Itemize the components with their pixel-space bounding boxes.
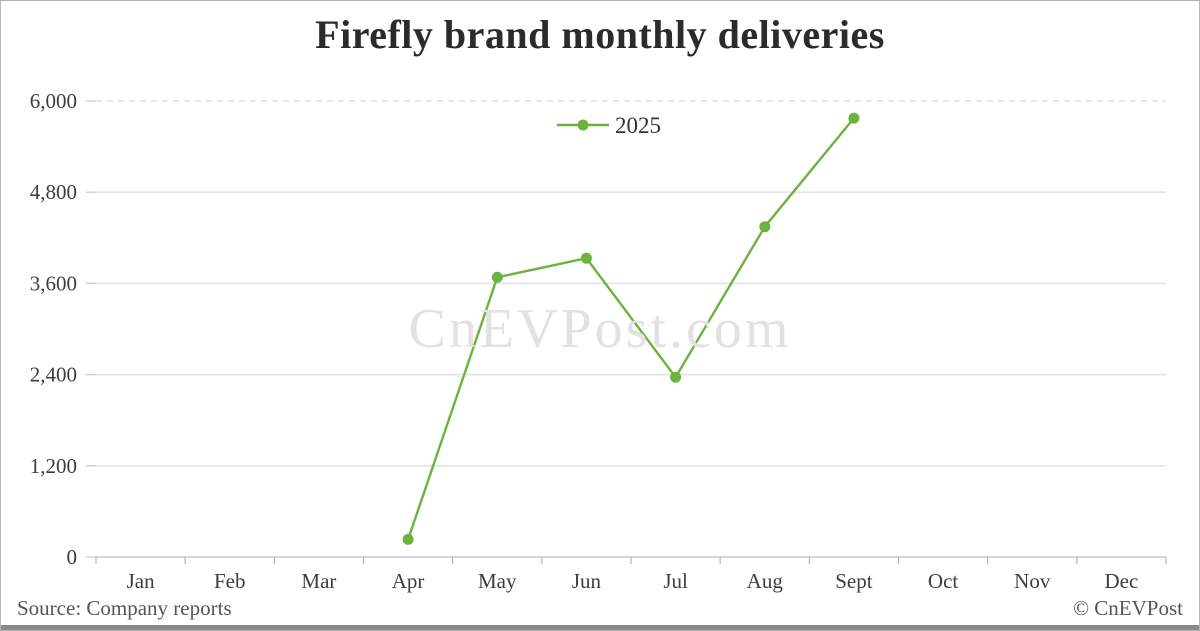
y-tick-label: 2,400 — [30, 363, 77, 387]
y-tick-label: 4,800 — [30, 180, 77, 204]
x-tick-label: Aug — [747, 569, 784, 593]
x-tick-label: Nov — [1014, 569, 1051, 593]
y-tick-label: 0 — [67, 545, 78, 569]
data-point-may: May: 3680 — [491, 271, 503, 283]
x-tick-label: Apr — [392, 569, 425, 593]
y-tick-label: 3,600 — [30, 271, 77, 295]
x-tick-label: May — [478, 569, 517, 593]
data-point-apr: Apr: 231 — [402, 533, 414, 545]
x-tick-label: Jun — [572, 569, 602, 593]
chart-title: Firefly brand monthly deliveries — [315, 12, 885, 57]
x-tick-label: Oct — [928, 569, 958, 593]
x-tick-label: Mar — [301, 569, 336, 593]
x-tick-label: Jan — [127, 569, 155, 593]
data-point-jun: Jun: 3932 — [580, 252, 592, 264]
data-point-sept: Sept: 5775 — [848, 112, 860, 124]
legend-label: 2025 — [615, 113, 661, 138]
data-point-aug: Aug: 4346 — [759, 221, 771, 233]
x-tick-label: Jul — [663, 569, 688, 593]
legend-marker — [577, 119, 589, 131]
x-tick-label: Dec — [1105, 569, 1139, 593]
x-tick-label: Feb — [214, 569, 246, 593]
data-point-jul: Jul: 2366 — [670, 371, 682, 383]
y-tick-label: 1,200 — [30, 454, 77, 478]
y-tick-label: 6,000 — [30, 89, 77, 113]
footer-bar — [1, 625, 1199, 630]
copyright-note: © CnEVPost — [1073, 596, 1183, 620]
source-note: Source: Company reports — [17, 596, 232, 620]
x-tick-label: Sept — [835, 569, 873, 593]
series-line-2025 — [406, 117, 855, 540]
